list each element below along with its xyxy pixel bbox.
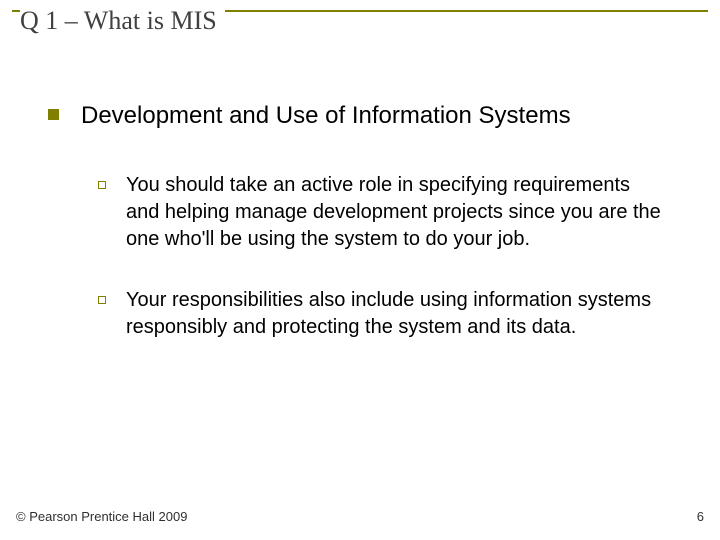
page-number: 6 [697,509,704,524]
hollow-square-bullet-icon [98,181,106,189]
hollow-square-bullet-icon [98,296,106,304]
square-bullet-icon [48,109,59,120]
slide-title: Q 1 – What is MIS [20,6,217,36]
copyright-text: © Pearson Prentice Hall 2009 [16,509,187,524]
level2-text: Your responsibilities also include using… [126,287,666,341]
bullet-level2: You should take an active role in specif… [98,172,680,253]
title-wrap: Q 1 – What is MIS [20,6,225,36]
level2-text: You should take an active role in specif… [126,172,666,253]
bullet-level1: Development and Use of Information Syste… [40,100,680,132]
slide-content: Development and Use of Information Syste… [0,100,720,375]
bullet-level2: Your responsibilities also include using… [98,287,680,341]
level1-text: Development and Use of Information Syste… [81,100,571,132]
slide-footer: © Pearson Prentice Hall 2009 6 [16,509,704,524]
